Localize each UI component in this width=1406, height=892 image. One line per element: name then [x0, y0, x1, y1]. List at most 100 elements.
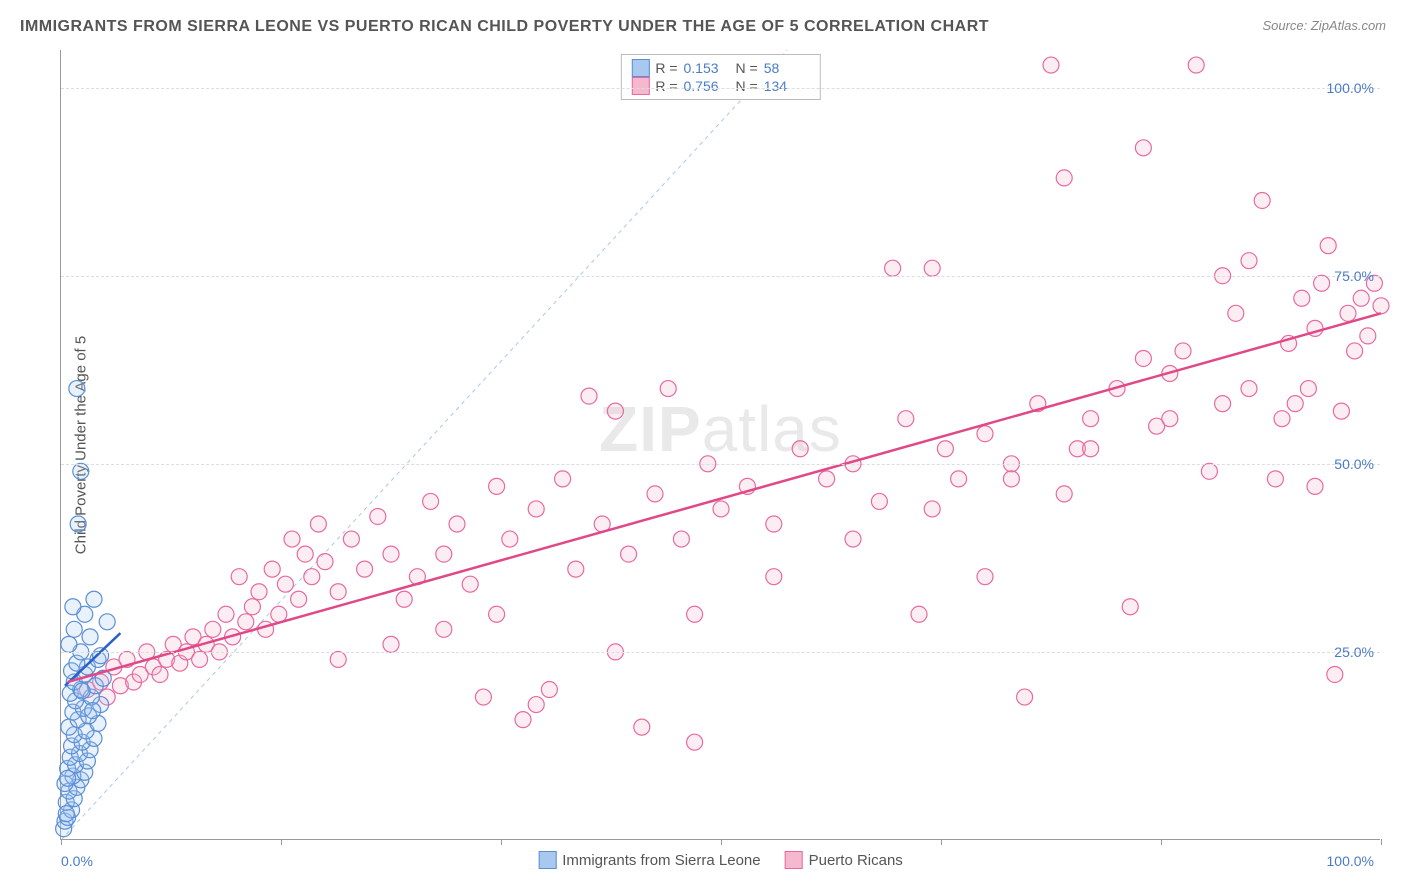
- r-value-0: 0.153: [684, 60, 730, 76]
- legend-swatch-1: [631, 77, 649, 95]
- scatter-point: [1287, 396, 1303, 412]
- scatter-point: [977, 569, 993, 585]
- source-label: Source: ZipAtlas.com: [1262, 18, 1386, 33]
- correlation-legend: R = 0.153 N = 58 R = 0.756 N = 134: [620, 54, 820, 100]
- scatter-point: [1241, 381, 1257, 397]
- y-tick-label: 75.0%: [1334, 268, 1374, 284]
- scatter-point: [819, 471, 835, 487]
- scatter-point: [1003, 471, 1019, 487]
- bottom-legend: Immigrants from Sierra Leone Puerto Rica…: [538, 851, 903, 869]
- scatter-point: [343, 531, 359, 547]
- scatter-point: [1083, 411, 1099, 427]
- scatter-point: [1274, 411, 1290, 427]
- scatter-point: [218, 606, 234, 622]
- scatter-point: [244, 599, 260, 615]
- scatter-point: [1162, 411, 1178, 427]
- scatter-point: [152, 666, 168, 682]
- scatter-point: [304, 569, 320, 585]
- scatter-point: [951, 471, 967, 487]
- scatter-point: [1307, 478, 1323, 494]
- scatter-point: [1122, 599, 1138, 615]
- scatter-point: [634, 719, 650, 735]
- n-value-0: 58: [764, 60, 810, 76]
- legend-row-1: R = 0.756 N = 134: [631, 77, 809, 95]
- scatter-point: [284, 531, 300, 547]
- scatter-point: [1360, 328, 1376, 344]
- scatter-point: [65, 599, 81, 615]
- scatter-point: [317, 554, 333, 570]
- x-tick: [501, 839, 502, 845]
- y-tick-label: 50.0%: [1334, 456, 1374, 472]
- scatter-point: [766, 516, 782, 532]
- scatter-point: [310, 516, 326, 532]
- scatter-point: [330, 584, 346, 600]
- x-tick: [1381, 839, 1382, 845]
- scatter-point: [528, 697, 544, 713]
- scatter-point: [1267, 471, 1283, 487]
- x-tick-min: 0.0%: [61, 853, 93, 869]
- scatter-point: [607, 403, 623, 419]
- scatter-point: [74, 683, 90, 699]
- scatter-point: [911, 606, 927, 622]
- n-value-1: 134: [764, 78, 810, 94]
- n-label-1: N =: [736, 78, 758, 94]
- scatter-point: [1320, 238, 1336, 254]
- scatter-point: [647, 486, 663, 502]
- scatter-point: [70, 516, 86, 532]
- r-value-1: 0.756: [684, 78, 730, 94]
- scatter-point: [581, 388, 597, 404]
- scatter-point: [1353, 290, 1369, 306]
- scatter-point: [885, 260, 901, 276]
- scatter-point: [792, 441, 808, 457]
- scatter-point: [1083, 441, 1099, 457]
- scatter-point: [69, 381, 85, 397]
- scatter-point: [85, 703, 101, 719]
- bottom-legend-item-0: Immigrants from Sierra Leone: [538, 851, 760, 869]
- scatter-point: [357, 561, 373, 577]
- scatter-point: [1228, 305, 1244, 321]
- r-label-1: R =: [655, 78, 677, 94]
- scatter-point: [1340, 305, 1356, 321]
- scatter-point: [1056, 486, 1072, 502]
- x-tick: [281, 839, 282, 845]
- scatter-point: [192, 651, 208, 667]
- scatter-point: [396, 591, 412, 607]
- scatter-point: [977, 426, 993, 442]
- bottom-label-0: Immigrants from Sierra Leone: [562, 852, 760, 869]
- scatter-point: [489, 478, 505, 494]
- n-label-0: N =: [736, 60, 758, 76]
- scatter-point: [251, 584, 267, 600]
- scatter-point: [1333, 403, 1349, 419]
- scatter-point: [58, 806, 74, 822]
- scatter-point: [937, 441, 953, 457]
- scatter-point: [423, 493, 439, 509]
- chart-title: IMMIGRANTS FROM SIERRA LEONE VS PUERTO R…: [20, 18, 989, 36]
- scatter-point: [1347, 343, 1363, 359]
- scatter-point: [82, 629, 98, 645]
- scatter-point: [370, 508, 386, 524]
- scatter-point: [1254, 192, 1270, 208]
- scatter-point: [231, 569, 247, 585]
- scatter-point: [99, 614, 115, 630]
- scatter-point: [687, 734, 703, 750]
- scatter-point: [1294, 290, 1310, 306]
- scatter-point: [687, 606, 703, 622]
- scatter-point: [673, 531, 689, 547]
- x-tick: [721, 839, 722, 845]
- scatter-point: [475, 689, 491, 705]
- scatter-point: [73, 463, 89, 479]
- scatter-point: [449, 516, 465, 532]
- gridline-y: [61, 652, 1380, 653]
- y-tick-label: 100.0%: [1327, 80, 1374, 96]
- x-tick-max: 100.0%: [1327, 853, 1374, 869]
- scatter-point: [291, 591, 307, 607]
- scatter-point: [462, 576, 478, 592]
- scatter-point: [436, 546, 452, 562]
- scatter-point: [1188, 57, 1204, 73]
- x-tick: [941, 839, 942, 845]
- scatter-point: [383, 636, 399, 652]
- bottom-swatch-0: [538, 851, 556, 869]
- scatter-point: [1201, 463, 1217, 479]
- gridline-y: [61, 276, 1380, 277]
- scatter-point: [489, 606, 505, 622]
